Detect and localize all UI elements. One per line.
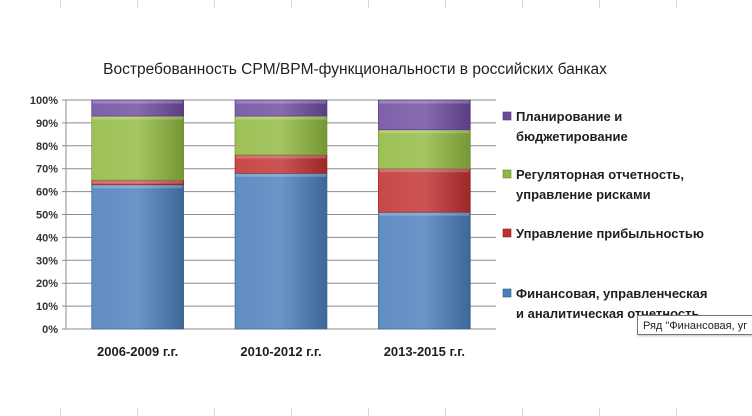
bar-segment[interactable] bbox=[91, 115, 184, 181]
cell-gridline bbox=[676, 0, 677, 8]
legend-label: Финансовая, управленческая bbox=[516, 286, 707, 301]
bar-highlight bbox=[236, 155, 326, 159]
cell-gridline bbox=[137, 408, 138, 416]
bar-segment[interactable] bbox=[378, 211, 471, 330]
bar-highlight bbox=[379, 100, 470, 104]
cell-gridline bbox=[368, 408, 369, 416]
bar-segment[interactable] bbox=[378, 129, 471, 170]
cell-gridline bbox=[445, 408, 446, 416]
bar-segment[interactable] bbox=[378, 168, 471, 213]
cell-gridline bbox=[599, 408, 600, 416]
y-tick-label: 30% bbox=[36, 255, 58, 267]
legend-swatch bbox=[502, 228, 512, 238]
bar-segment[interactable] bbox=[234, 115, 328, 156]
cell-gridline bbox=[291, 0, 292, 8]
bar-highlight bbox=[379, 169, 470, 173]
y-tick-label: 80% bbox=[36, 141, 58, 153]
bar-segment[interactable] bbox=[234, 172, 328, 330]
y-tick-label: 60% bbox=[36, 187, 58, 199]
cell-gridline bbox=[368, 0, 369, 8]
y-tick-label: 50% bbox=[36, 210, 58, 222]
legend-label: Регуляторная отчетность, bbox=[516, 167, 684, 182]
y-tick-label: 40% bbox=[36, 232, 58, 244]
cell-gridline bbox=[214, 0, 215, 8]
legend-label: бюджетирование bbox=[516, 129, 628, 144]
cell-gridline bbox=[522, 0, 523, 8]
x-tick-label: 2013-2015 г.г. bbox=[384, 344, 465, 359]
legend-label: Планирование и bbox=[516, 109, 622, 124]
bar-highlight bbox=[379, 130, 470, 134]
bar-highlight bbox=[236, 116, 326, 120]
cell-gridline bbox=[60, 408, 61, 416]
legend-swatch bbox=[502, 169, 512, 179]
bar-segment[interactable] bbox=[91, 184, 184, 330]
bar-highlight bbox=[92, 185, 183, 189]
chart-title: Востребованность CPM/BPM-функциональност… bbox=[103, 61, 607, 78]
bar-segment[interactable] bbox=[91, 99, 184, 117]
cell-gridline bbox=[137, 0, 138, 8]
bar-highlight bbox=[92, 180, 183, 184]
cell-gridline bbox=[60, 0, 61, 8]
y-tick-label: 10% bbox=[36, 301, 58, 313]
cell-gridline bbox=[291, 408, 292, 416]
legend-swatch bbox=[502, 111, 512, 121]
cell-gridline bbox=[599, 0, 600, 8]
cell-gridline bbox=[445, 0, 446, 8]
bar-highlight bbox=[379, 212, 470, 216]
y-tick-label: 70% bbox=[36, 164, 58, 176]
cell-gridline bbox=[676, 408, 677, 416]
x-tick-label: 2010-2012 г.г. bbox=[240, 344, 321, 359]
y-tick-label: 0% bbox=[42, 324, 58, 336]
cell-gridline bbox=[522, 408, 523, 416]
y-tick-label: 100% bbox=[30, 95, 58, 107]
y-tick-label: 90% bbox=[36, 118, 58, 130]
legend-swatch bbox=[502, 288, 512, 298]
series-tooltip: Ряд "Финансовая, уг bbox=[637, 315, 752, 335]
bar-highlight bbox=[92, 116, 183, 120]
bar-highlight bbox=[236, 173, 326, 177]
bar-segment[interactable] bbox=[378, 99, 471, 131]
bar-highlight bbox=[92, 100, 183, 104]
x-tick-label: 2006-2009 г.г. bbox=[97, 344, 178, 359]
y-tick-label: 20% bbox=[36, 278, 58, 290]
cell-gridline bbox=[214, 408, 215, 416]
legend-label: управление рисками bbox=[516, 187, 651, 202]
legend-label: Управление прибыльностью bbox=[516, 226, 704, 241]
bar-segment[interactable] bbox=[234, 99, 328, 117]
bar-highlight bbox=[236, 100, 326, 104]
